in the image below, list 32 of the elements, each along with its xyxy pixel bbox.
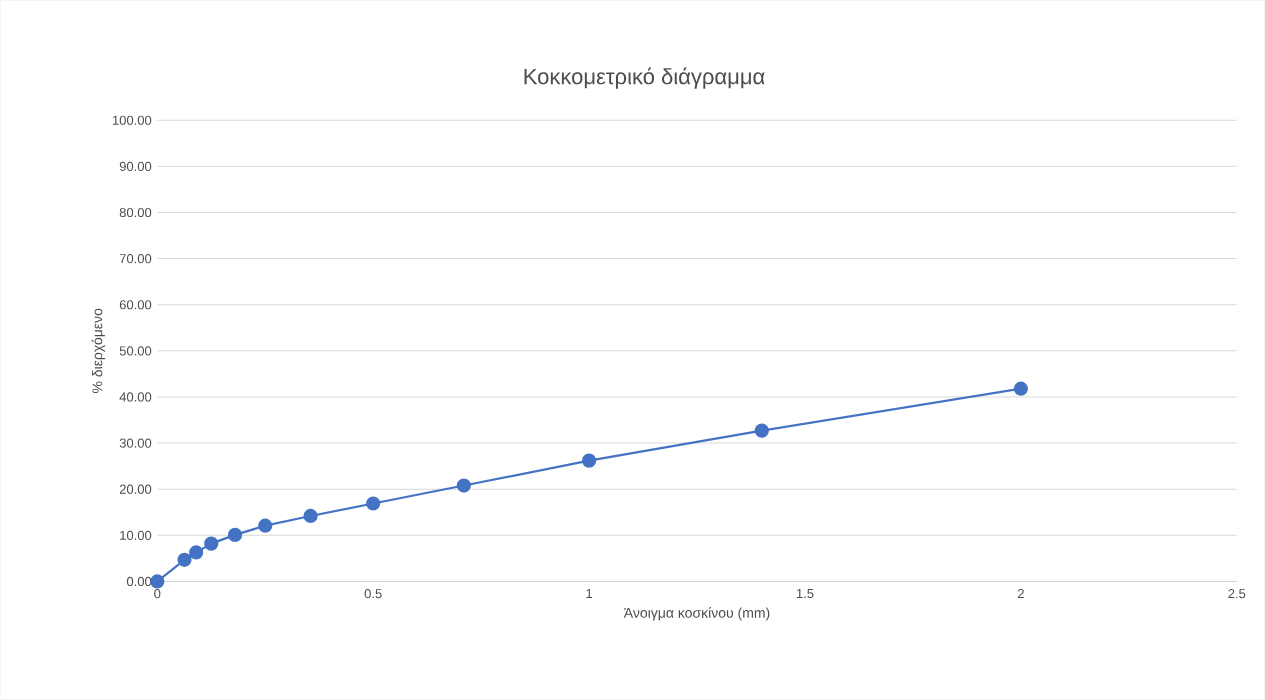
y-tick-label: 60.00 [119, 300, 152, 310]
point [177, 552, 192, 568]
y-tick-label: 80.00 [119, 208, 152, 218]
y-tick-label: 30.00 [119, 438, 152, 448]
point [189, 545, 204, 560]
y-tick-label: 90.00 [119, 161, 152, 172]
x-axis-title: Άνοιγμα κοσκίνου (mm) [623, 607, 770, 621]
point [303, 509, 318, 524]
y-tick-label: 0.00 [126, 577, 152, 587]
x-tick-label: 1.5 [796, 589, 814, 599]
point [754, 423, 769, 438]
x-tick-label: 2 [1017, 589, 1024, 599]
point [1013, 381, 1028, 396]
x-tick-label: 2.5 [1228, 589, 1246, 599]
point [204, 536, 219, 551]
point [258, 518, 273, 533]
point [581, 453, 597, 468]
y-tick-label: 50.00 [119, 346, 152, 356]
chart-title: Κοκκομετρικό διάγραμμα [524, 67, 765, 89]
y-tick-label: 40.00 [119, 392, 152, 402]
x-tick-label: 0 [154, 589, 161, 599]
y-tick-label: 20.00 [119, 484, 152, 494]
point [227, 527, 243, 543]
x-tick-label: 0.5 [364, 589, 382, 599]
x-tick-label: 1 [586, 589, 593, 599]
y-tick-label: 10.00 [120, 530, 152, 541]
point [366, 496, 381, 511]
y-axis-title: % διερχόμενο [91, 308, 106, 394]
y-tick-label: 70.00 [119, 254, 152, 264]
point [150, 574, 165, 589]
point [456, 478, 471, 493]
y-tick-label: 100.00 [112, 115, 152, 125]
